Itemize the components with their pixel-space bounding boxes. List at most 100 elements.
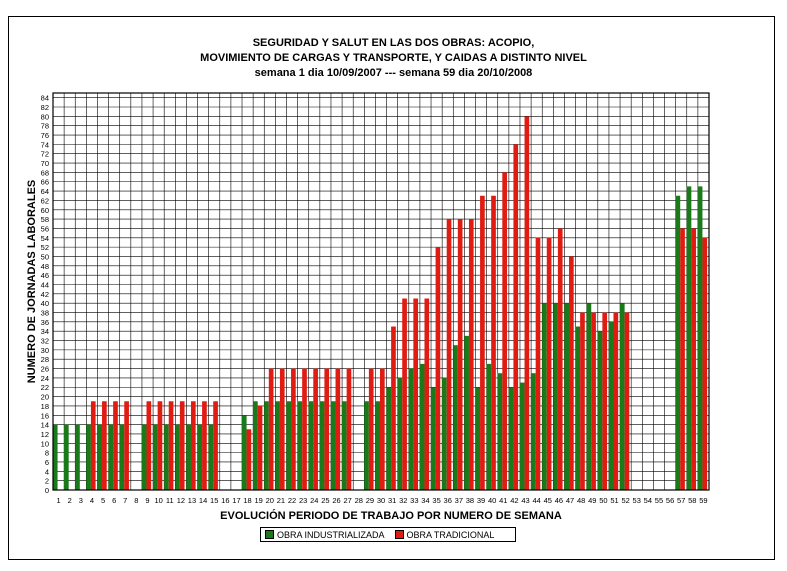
x-tick-label: 52 bbox=[621, 496, 629, 505]
bar-tradicional bbox=[535, 237, 541, 490]
y-tick-label: 20 bbox=[41, 393, 49, 402]
bar-tradicional bbox=[268, 368, 274, 490]
bar-tradicional bbox=[368, 368, 374, 490]
x-tick-label: 5 bbox=[101, 496, 105, 505]
bar-industrializada bbox=[553, 303, 558, 490]
y-tick-label: 0 bbox=[45, 486, 49, 495]
x-tick-label: 9 bbox=[145, 496, 149, 505]
x-tick-label: 37 bbox=[455, 496, 463, 505]
bar-tradicional bbox=[179, 401, 185, 490]
y-tick-label: 48 bbox=[41, 262, 49, 271]
bar-tradicional bbox=[90, 401, 96, 490]
bar-tradicional bbox=[435, 247, 441, 490]
bar-tradicional bbox=[213, 401, 218, 490]
x-tick-label: 3 bbox=[79, 496, 83, 505]
x-tick-label: 54 bbox=[644, 496, 652, 505]
bar-industrializada bbox=[141, 424, 147, 490]
x-tick-label: 42 bbox=[510, 496, 518, 505]
y-tick-label: 36 bbox=[41, 318, 49, 327]
bar-tradicional bbox=[702, 237, 708, 490]
bar-tradicional bbox=[602, 312, 608, 490]
legend-label-tradicional: OBRA TRADICIONAL bbox=[406, 529, 495, 540]
bar-industrializada bbox=[152, 424, 158, 490]
bar-tradicional bbox=[402, 298, 407, 490]
x-tick-label: 38 bbox=[466, 496, 474, 505]
chart-title-line-3: semana 1 dia 10/09/2007 --- semana 59 di… bbox=[254, 67, 533, 79]
bar-industrializada bbox=[419, 363, 425, 490]
bar-industrializada bbox=[264, 401, 269, 490]
bar-tradicional bbox=[513, 144, 519, 490]
bar-industrializada bbox=[430, 387, 436, 490]
plot-area-border bbox=[52, 92, 710, 491]
bar-tradicional bbox=[691, 228, 696, 490]
bar-industrializada bbox=[341, 401, 347, 490]
y-tick-label: 54 bbox=[41, 234, 49, 243]
x-tick-label: 51 bbox=[610, 496, 618, 505]
y-tick-label: 40 bbox=[41, 299, 49, 308]
chart-title-line-1: SEGURIDAD Y SALUT EN LAS DOS OBRAS: ACOP… bbox=[252, 37, 535, 49]
bar-industrializada bbox=[542, 303, 547, 490]
bar-industrializada bbox=[119, 424, 125, 490]
bar-tradicional bbox=[157, 401, 163, 490]
legend-item-tradicional: OBRA TRADICIONAL bbox=[394, 529, 495, 540]
bar-industrializada bbox=[564, 303, 570, 490]
bar-tradicional bbox=[424, 298, 430, 490]
x-tick-label: 34 bbox=[421, 496, 429, 505]
bar-industrializada bbox=[186, 424, 191, 490]
y-tick-label: 78 bbox=[41, 122, 49, 131]
x-tick-label: 6 bbox=[112, 496, 116, 505]
bar-tradicional bbox=[391, 326, 396, 490]
y-tick-label: 50 bbox=[41, 252, 49, 261]
x-tick-label: 10 bbox=[154, 496, 162, 505]
y-tick-label: 32 bbox=[41, 337, 49, 346]
bar-tradicional bbox=[346, 368, 352, 490]
bar-tradicional bbox=[502, 172, 507, 490]
bar-industrializada bbox=[697, 186, 703, 491]
x-tick-label: 11 bbox=[166, 496, 174, 505]
y-tick-label: 76 bbox=[41, 131, 49, 140]
x-tick-label: 58 bbox=[688, 496, 696, 505]
y-tick-label: 2 bbox=[45, 477, 49, 486]
y-tick-label: 62 bbox=[41, 196, 49, 205]
bar-tradicional bbox=[291, 368, 296, 490]
bar-industrializada bbox=[330, 401, 336, 490]
bar-industrializada bbox=[575, 326, 581, 490]
y-tick-label: 14 bbox=[41, 421, 49, 430]
x-tick-label: 41 bbox=[499, 496, 507, 505]
x-tick-label: 2 bbox=[68, 496, 72, 505]
y-tick-label: 28 bbox=[41, 355, 49, 364]
bar-industrializada bbox=[308, 401, 314, 490]
y-tick-label: 66 bbox=[41, 178, 49, 187]
bar-industrializada bbox=[397, 377, 403, 490]
x-tick-label: 33 bbox=[410, 496, 418, 505]
x-tick-label: 15 bbox=[210, 496, 218, 505]
bar-tradicional bbox=[613, 312, 619, 490]
y-tick-label: 6 bbox=[45, 458, 49, 467]
x-tick-label: 21 bbox=[277, 496, 285, 505]
bar-tradicional bbox=[302, 368, 307, 490]
bar-industrializada bbox=[275, 401, 280, 490]
x-tick-label: 49 bbox=[588, 496, 596, 505]
y-tick-label: 34 bbox=[41, 327, 49, 336]
bar-industrializada bbox=[386, 387, 392, 490]
x-tick-label: 25 bbox=[321, 496, 329, 505]
bar-tradicional bbox=[569, 256, 574, 490]
x-tick-label: 24 bbox=[310, 496, 318, 505]
bar-industrializada bbox=[486, 363, 492, 490]
y-tick-label: 64 bbox=[41, 187, 49, 196]
x-tick-label: 18 bbox=[243, 496, 251, 505]
x-tick-label: 27 bbox=[343, 496, 351, 505]
y-tick-label: 82 bbox=[41, 103, 49, 112]
bar-industrializada bbox=[508, 387, 514, 490]
bar-industrializada bbox=[464, 335, 469, 490]
x-tick-label: 19 bbox=[255, 496, 263, 505]
x-tick-label: 43 bbox=[521, 496, 529, 505]
bar-tradicional bbox=[102, 401, 107, 490]
y-tick-label: 8 bbox=[45, 449, 49, 458]
y-tick-label: 56 bbox=[41, 224, 49, 233]
x-tick-label: 4 bbox=[90, 496, 94, 505]
bar-industrializada bbox=[364, 401, 369, 490]
y-axis-label: NUMERO DE JORNADAS LABORALES bbox=[26, 180, 38, 384]
y-tick-label: 80 bbox=[41, 112, 49, 121]
